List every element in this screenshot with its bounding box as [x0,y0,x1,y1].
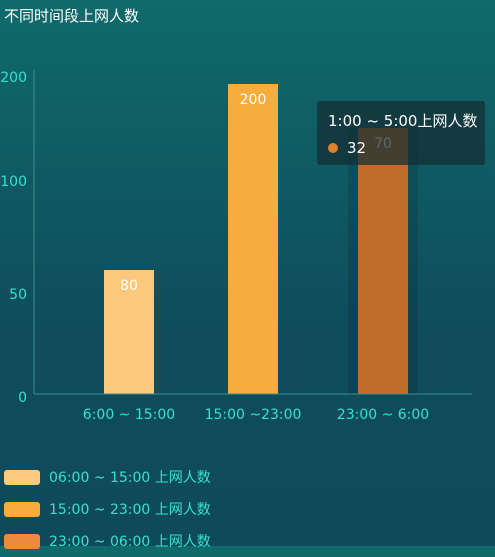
tooltip-dot-icon [328,143,338,153]
legend-item[interactable]: 06:00 ~ 15:00 上网人数 [4,461,211,493]
tooltip-row: 32 [328,139,366,157]
y-tick-label: 0 [18,390,27,406]
y-tick-label: 200 [0,70,27,86]
bar[interactable] [358,128,408,394]
legend-item[interactable]: 15:00 ~ 23:00 上网人数 [4,493,211,525]
tooltip-title: 1:00 ~ 5:00上网人数 [328,112,478,130]
tooltip-value: 32 [347,139,367,157]
x-axis: 6:00 ~ 15:00 15:00 ~23:00 23:00 ~ 6:00 [34,393,472,423]
x-tick-label: 15:00 ~23:00 [205,407,302,423]
x-tick-label: 23:00 ~ 6:00 [337,407,429,423]
legend-item[interactable]: 23:00 ~ 06:00 上网人数 [4,525,211,557]
y-tick-label: 50 [9,287,27,303]
bars: 8020070 [104,84,418,394]
legend-swatch-icon [4,469,40,485]
legend-label: 06:00 ~ 15:00 上网人数 [49,470,211,486]
bar-value-label: 80 [120,278,138,294]
bar[interactable] [104,270,154,394]
tooltip: 1:00 ~ 5:00上网人数 32 [317,101,485,165]
legend: 06:00 ~ 15:00 上网人数 15:00 ~ 23:00 上网人数 23:0… [4,461,211,557]
legend-label: 15:00 ~ 23:00 上网人数 [49,502,211,518]
bar-value-label: 200 [240,92,267,108]
bar[interactable] [228,84,278,394]
legend-label: 23:00 ~ 06:00 上网人数 [49,534,211,550]
y-tick-label: 100 [0,174,27,190]
x-tick-label: 6:00 ~ 15:00 [83,407,175,423]
chart-title: 不同时间段上网人数 [4,7,140,25]
legend-swatch-icon [4,533,40,549]
y-axis: 0 50 100 200 [0,70,35,406]
legend-swatch-icon [4,501,40,517]
